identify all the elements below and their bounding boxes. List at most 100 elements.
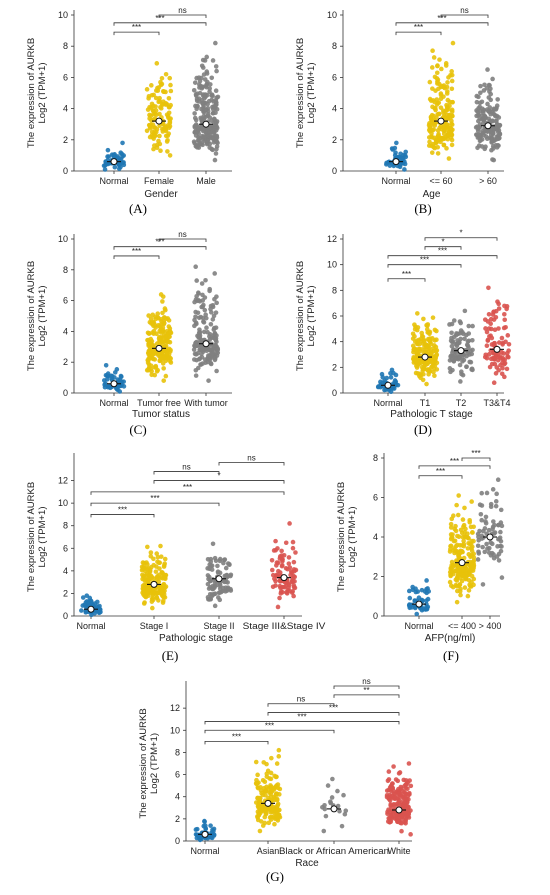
data-point: [208, 310, 214, 315]
data-point: [451, 318, 457, 323]
data-point: [435, 63, 440, 68]
data-point: [454, 583, 460, 589]
data-point: [485, 67, 490, 72]
data-point: [213, 135, 219, 140]
data-point: [196, 290, 201, 296]
data-point: [431, 55, 437, 60]
data-point: [144, 367, 150, 373]
data-point: [263, 811, 269, 817]
y-tick-label: 8: [332, 285, 337, 295]
y-tick-label: 8: [63, 265, 68, 275]
data-point: [112, 164, 118, 170]
data-point: [489, 342, 495, 347]
median-marker: [395, 806, 403, 814]
median-marker: [150, 580, 158, 588]
significance-bracket: ***: [113, 23, 160, 36]
data-point: [192, 80, 198, 85]
data-point: [413, 324, 418, 330]
y-tick-label: 0: [175, 836, 180, 846]
data-point: [502, 311, 507, 317]
significance-label: ***: [265, 721, 274, 730]
data-point: [149, 83, 154, 88]
data-point: [492, 355, 498, 361]
significance-label: ***: [437, 14, 446, 23]
median-marker: [202, 120, 210, 128]
data-point: [418, 346, 423, 352]
data-point: [155, 311, 161, 316]
bracket-line: [113, 31, 160, 36]
data-point: [213, 64, 219, 69]
data-point: [212, 603, 218, 609]
x-tick-label: With tumor: [184, 398, 228, 408]
data-point: [506, 341, 512, 347]
significance-label: ***: [183, 483, 192, 492]
significance-label: *: [459, 229, 462, 238]
data-point: [416, 595, 422, 601]
data-point: [157, 328, 163, 334]
y-tick-label: 10: [58, 10, 68, 20]
data-point: [88, 598, 94, 604]
median-marker: [215, 575, 223, 583]
significance-label: ns: [460, 6, 468, 15]
significance-bracket: ***: [418, 467, 463, 479]
significance-bracket: ns: [333, 677, 400, 689]
data-point: [449, 72, 455, 78]
data-point: [482, 317, 488, 322]
data-point: [393, 811, 399, 817]
data-point: [505, 333, 511, 338]
data-point: [433, 107, 438, 113]
data-point: [261, 785, 267, 791]
data-point: [275, 818, 281, 823]
data-point: [465, 531, 470, 536]
panel-label: (A): [129, 201, 147, 216]
data-point: [454, 559, 459, 565]
data-point: [214, 95, 219, 100]
data-point: [204, 69, 210, 74]
data-point: [210, 586, 215, 592]
bracket-line: [387, 255, 498, 259]
data-point: [454, 343, 460, 349]
data-point: [157, 133, 162, 139]
data-point: [268, 794, 274, 800]
data-point: [167, 339, 173, 345]
data-point: [466, 588, 472, 593]
data-point: [275, 785, 281, 791]
data-point: [287, 521, 292, 526]
data-point: [448, 583, 454, 589]
x-tick-label: Stage II: [203, 621, 234, 631]
data-point: [145, 544, 150, 550]
data-point: [228, 572, 234, 578]
data-point: [396, 771, 402, 776]
data-point: [504, 366, 510, 372]
data-point: [213, 122, 218, 127]
significance-label: *: [441, 238, 444, 247]
data-point: [448, 135, 454, 140]
data-point: [191, 139, 197, 144]
bracket-line: [204, 729, 335, 734]
data-point: [477, 502, 483, 508]
series-2-points: [191, 40, 221, 163]
data-point: [478, 90, 483, 96]
significance-label: ***: [297, 712, 306, 721]
data-point: [396, 800, 401, 805]
data-point: [500, 342, 505, 347]
data-point: [506, 354, 511, 360]
data-point: [402, 167, 407, 172]
data-point: [410, 336, 416, 341]
data-point: [149, 372, 154, 378]
median-marker: [493, 345, 501, 353]
data-point: [487, 89, 492, 94]
data-point: [209, 594, 214, 599]
data-point: [488, 316, 494, 322]
data-point: [151, 323, 156, 329]
panel-label: (G): [266, 869, 284, 884]
significance-label: ***: [329, 704, 338, 713]
data-point: [199, 141, 205, 146]
data-point: [192, 351, 198, 357]
data-point: [414, 363, 419, 369]
data-point: [120, 154, 125, 159]
data-point: [476, 551, 482, 556]
x-tick-label: Stage I: [140, 621, 169, 631]
data-point: [206, 586, 212, 591]
